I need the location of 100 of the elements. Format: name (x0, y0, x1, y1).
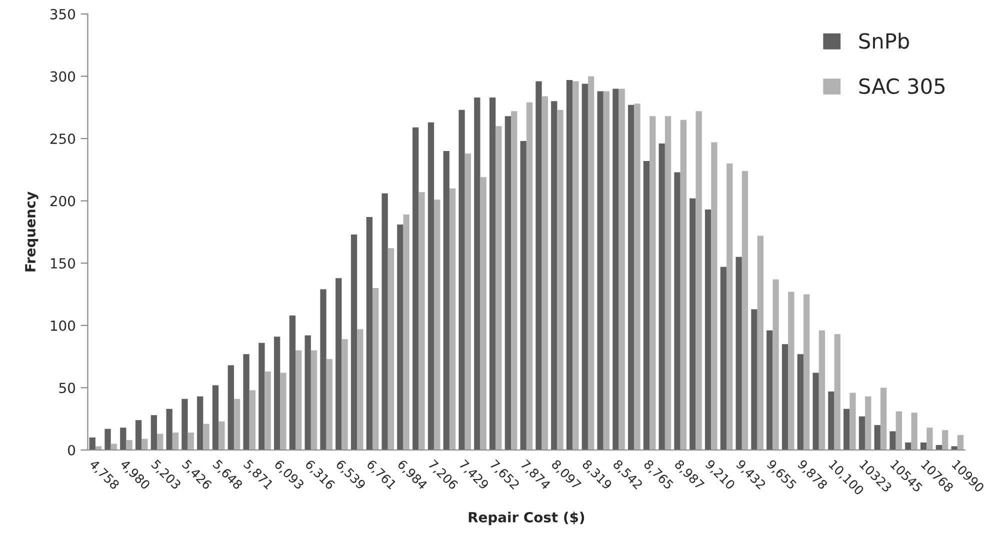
bar (150, 415, 157, 450)
bar (366, 217, 372, 450)
bar (434, 200, 440, 450)
bar (418, 192, 425, 450)
bar (880, 388, 887, 450)
bar (357, 329, 364, 450)
bar (674, 172, 680, 450)
bar (142, 438, 148, 450)
bar (720, 266, 727, 450)
bar (572, 81, 579, 450)
bar (658, 144, 665, 450)
bar (326, 359, 332, 450)
legend-label: SnPb (859, 32, 909, 49)
bar (203, 424, 210, 450)
bar (296, 350, 302, 450)
bar (249, 390, 256, 450)
bar (736, 256, 742, 450)
bar (428, 122, 434, 450)
bar (603, 91, 610, 450)
bar (650, 116, 656, 450)
bar (772, 279, 779, 450)
bar (504, 116, 512, 450)
bar (388, 248, 394, 450)
bar (696, 111, 702, 450)
bar (274, 336, 280, 450)
bar (412, 127, 419, 450)
bar (264, 372, 271, 450)
bar (449, 188, 456, 450)
bar (310, 350, 318, 450)
bar (218, 421, 225, 450)
bar (289, 315, 296, 450)
bar (858, 416, 866, 450)
bar (234, 398, 240, 450)
y-tick-label: 250 (50, 134, 76, 144)
bar (511, 111, 518, 450)
bar (557, 110, 564, 450)
bar (304, 335, 311, 450)
legend-label: SAC 305 (859, 78, 945, 94)
bar (726, 163, 733, 450)
bar (182, 398, 188, 450)
bar (397, 224, 404, 450)
bar (342, 339, 348, 450)
y-tick-label: 200 (50, 196, 76, 206)
bar (618, 88, 625, 450)
bar (634, 104, 640, 450)
bar (536, 81, 542, 450)
bar (911, 412, 918, 450)
x-axis-title: Repair Cost ($) (468, 512, 584, 526)
bar (350, 234, 358, 450)
bar (597, 91, 604, 450)
bar (458, 110, 465, 450)
bar (797, 354, 804, 450)
bar (757, 236, 764, 450)
bar (104, 428, 111, 450)
y-tick-label: 150 (50, 258, 76, 269)
bar (120, 428, 126, 450)
bar (628, 104, 634, 450)
y-tick-label: 300 (50, 71, 76, 82)
bar (788, 292, 794, 450)
y-tick-label: 100 (50, 320, 76, 331)
bar (228, 365, 234, 450)
bar (751, 309, 758, 450)
bar (496, 126, 502, 450)
bar (542, 96, 548, 450)
bar (157, 434, 164, 450)
bar (280, 372, 286, 450)
bar (664, 116, 672, 450)
bar (382, 193, 388, 450)
bar (566, 80, 573, 450)
bar (243, 354, 250, 450)
bar (188, 432, 194, 450)
bar (920, 442, 927, 450)
bar (803, 294, 810, 450)
bar (588, 76, 594, 450)
bar (89, 438, 96, 450)
bar (551, 101, 558, 450)
y-tick-label: 350 (50, 8, 76, 20)
bar (843, 408, 850, 450)
bar (126, 440, 132, 450)
bar (834, 334, 840, 450)
bar (711, 142, 718, 450)
bar (942, 430, 948, 450)
bar (172, 432, 179, 450)
bar (135, 420, 142, 450)
bar (612, 88, 619, 450)
y-tick-label: 50 (59, 382, 76, 394)
bar (464, 154, 472, 450)
bar (828, 391, 834, 450)
bar (874, 425, 880, 450)
bar (818, 330, 826, 450)
bar (926, 428, 933, 450)
bar (704, 210, 712, 450)
bar (896, 411, 902, 450)
bar (890, 431, 896, 450)
bar (850, 392, 856, 450)
bar (526, 102, 533, 450)
bar (766, 330, 773, 450)
bar (320, 289, 326, 450)
bar (372, 288, 379, 450)
y-axis-title: Frequency (25, 192, 38, 272)
